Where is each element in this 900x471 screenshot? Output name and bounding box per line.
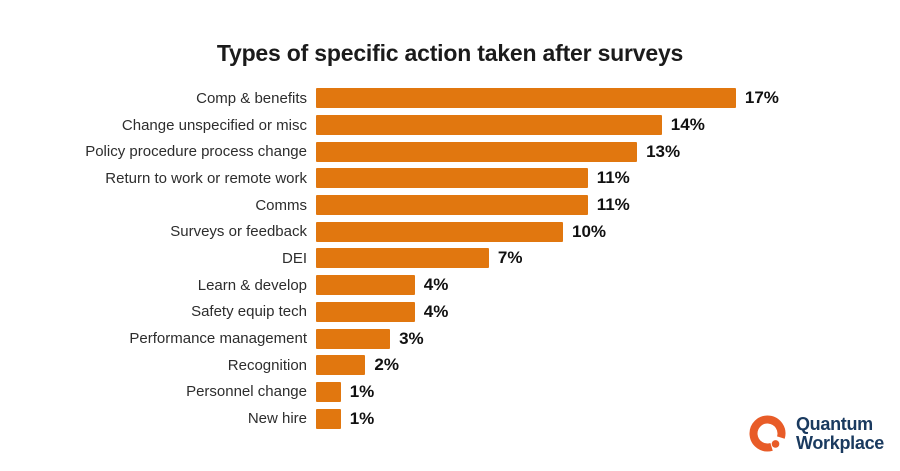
bar [316, 301, 415, 322]
chart-row: New hire 1% [0, 405, 900, 432]
chart-row: Policy procedure process change 13% [0, 138, 900, 165]
bar [316, 168, 588, 189]
value-label: 11% [596, 195, 630, 215]
value-label: 17% [744, 88, 779, 108]
value-label: 4% [423, 275, 449, 295]
value-label: 14% [670, 115, 705, 135]
bar [316, 408, 341, 429]
bar [316, 248, 489, 269]
category-label: Surveys or feedback [170, 223, 307, 241]
quantum-q-icon [749, 415, 786, 452]
category-label: Safety equip tech [191, 303, 307, 321]
category-label: Personnel change [186, 383, 307, 401]
chart-row: DEI 7% [0, 245, 900, 272]
chart-row: Performance management 3% [0, 325, 900, 352]
category-label: Performance management [129, 330, 307, 348]
bar [316, 195, 588, 216]
category-label: Recognition [227, 356, 307, 374]
chart-row: Safety equip tech 4% [0, 299, 900, 326]
chart-row: Surveys or feedback 10% [0, 218, 900, 245]
category-label: Learn & develop [197, 276, 307, 294]
bar [316, 328, 391, 349]
category-label: DEI [281, 249, 307, 267]
value-label: 7% [497, 248, 523, 268]
chart-row: Comp & benefits 17% [0, 85, 900, 112]
bar [316, 355, 366, 376]
bar [316, 275, 415, 296]
category-label: Change unspecified or misc [121, 116, 307, 134]
quantum-workplace-logo: Quantum Workplace [747, 413, 884, 454]
category-label: New hire [247, 410, 307, 428]
bar [316, 115, 662, 136]
chart-row: Personnel change 1% [0, 379, 900, 406]
category-label: Policy procedure process change [85, 143, 307, 161]
value-label: 2% [374, 355, 399, 375]
chart-row: Learn & develop 4% [0, 272, 900, 299]
value-label: 11% [596, 168, 630, 188]
chart-row: Recognition 2% [0, 352, 900, 379]
bar [316, 381, 341, 402]
value-label: 1% [349, 408, 375, 428]
chart-row: Comms 11% [0, 192, 900, 219]
bar [316, 88, 736, 109]
logo-text-line1: Quantum [795, 413, 873, 434]
value-label: 13% [646, 141, 681, 161]
bar [316, 141, 638, 162]
chart-row: Return to work or remote work 11% [0, 165, 900, 192]
logo-text: Quantum Workplace [795, 413, 884, 453]
logo-text-line2: Workplace [795, 432, 884, 453]
category-label: Return to work or remote work [105, 169, 307, 187]
bar-rows: Comp & benefits 17% Change unspecified or … [0, 85, 900, 432]
chart-row: Change unspecified or misc 14% [0, 112, 900, 139]
chart-title: Types of specific action taken after sur… [216, 40, 684, 66]
value-label: 4% [423, 301, 449, 321]
value-label: 1% [349, 381, 375, 401]
category-label: Comms [255, 196, 307, 214]
bar [316, 221, 563, 242]
value-label: 3% [399, 328, 424, 348]
value-label: 10% [572, 221, 607, 241]
category-label: Comp & benefits [196, 89, 307, 107]
